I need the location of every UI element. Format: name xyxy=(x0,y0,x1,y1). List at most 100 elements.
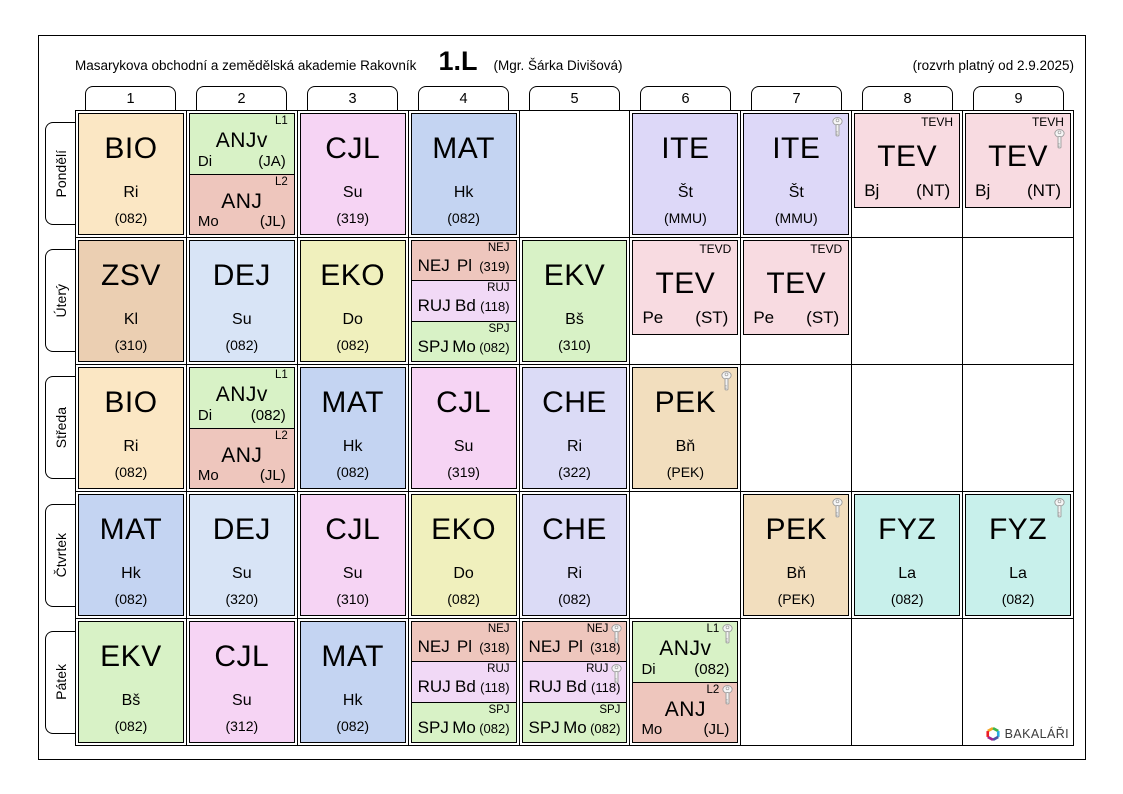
key-icon xyxy=(720,371,733,397)
lesson-teacher: Su xyxy=(342,565,363,582)
title-bar: Masarykova obchodní a zemědělská akademi… xyxy=(75,46,1074,77)
lesson-subject: NEJ xyxy=(528,637,561,656)
lesson-room: (082) xyxy=(114,464,148,480)
key-icon xyxy=(610,624,623,650)
lesson-room: (310) xyxy=(336,591,370,607)
lesson-room: (JL) xyxy=(259,213,286,230)
lesson-room: (JL) xyxy=(703,721,730,738)
lesson-teacher: Št xyxy=(788,184,804,201)
lesson-teacher-room-row: Pe (ST) xyxy=(633,308,737,334)
lesson-part-nej: NEJ NEJ Pl (318) xyxy=(521,621,628,663)
lesson-room: (118) xyxy=(480,680,510,696)
period-tab-3: 3 xyxy=(307,86,398,111)
day-tab-wrap: Úterý xyxy=(45,237,76,364)
lesson-room: (118) xyxy=(591,680,621,696)
lesson-teacher: Di xyxy=(197,152,213,170)
lesson-subject: RUJ xyxy=(528,677,562,697)
lesson-teacher: Pe xyxy=(642,308,664,328)
lesson-group-label: RUJ xyxy=(487,663,510,676)
period-tab-4: 4 xyxy=(418,86,509,111)
lesson-eko: EKO Do (082) xyxy=(410,494,517,616)
lesson-che: CHE Ri (082) xyxy=(521,494,628,616)
day-tab-streda: Středa xyxy=(45,376,76,480)
cell-ctvrtek-6 xyxy=(630,492,741,618)
lesson-room: (PEK) xyxy=(777,591,815,607)
lesson-subject: DEJ xyxy=(212,259,271,292)
lesson-part-nej: NEJ NEJ Pl (318) xyxy=(410,621,517,663)
cell-streda-6: PEK Bň (PEK) xyxy=(630,365,741,491)
cell-ctvrtek-1: MAT Hk (082) xyxy=(76,492,186,618)
cell-utery-8 xyxy=(852,238,963,364)
lesson-subject: EKV xyxy=(543,259,606,292)
lesson-room: (ST) xyxy=(695,308,729,328)
cell-patek-2: CJL Su (312) xyxy=(186,619,297,745)
lesson-room: (082) xyxy=(1001,591,1035,607)
lesson-info-row: NEJ Pl (318) xyxy=(412,637,516,661)
lesson-subject: MAT xyxy=(432,132,495,165)
lesson-subject: FYZ xyxy=(988,513,1048,546)
cell-patek-7 xyxy=(741,619,852,745)
day-tab-label: Úterý xyxy=(53,284,69,318)
lesson-zsv: ZSV Kl (310) xyxy=(78,240,184,362)
lesson-subject: CJL xyxy=(436,386,492,419)
cell-pondeli-8: TEVH TEV Bj (NT) xyxy=(852,111,963,237)
cell-ctvrtek-5: CHE Ri (082) xyxy=(519,492,630,618)
cell-pondeli-1: BIO Ri (082) xyxy=(76,111,186,237)
lesson-room: (322) xyxy=(558,464,591,480)
lesson-teacher: Bd xyxy=(455,296,476,316)
cell-ctvrtek-3: CJL Su (310) xyxy=(297,492,408,618)
lesson-subject: DEJ xyxy=(212,513,271,546)
lesson-subject: EKO xyxy=(431,513,497,546)
lesson-teacher: Pe xyxy=(753,308,775,328)
period-tab-wrap: 7 xyxy=(741,86,852,111)
lesson-subject: ANJ xyxy=(221,443,263,467)
lesson-group-label: SPJ xyxy=(488,703,510,716)
lesson-info-row: RUJ Bd (118) xyxy=(412,677,516,701)
lesson-bio: BIO Ri (082) xyxy=(78,367,184,489)
cell-pondeli-7: ITE Št (MMU) xyxy=(741,111,852,237)
lesson-room: (320) xyxy=(225,591,259,607)
cell-patek-5: NEJ NEJ Pl (318) RUJ RUJ Bd (118) SPJ SPJ Mo (082) xyxy=(519,619,630,745)
lesson-cjl: CJL Su (319) xyxy=(410,367,517,489)
lesson-teacher: Su xyxy=(232,565,252,582)
bakalari-hexagon-icon xyxy=(986,726,1000,741)
lesson-room: (082) xyxy=(114,591,148,607)
lesson-subject: BIO xyxy=(104,386,158,419)
lesson-group-label: NEJ xyxy=(487,623,510,635)
cell-streda-8 xyxy=(852,365,963,491)
lesson-info-row: SPJ Mo (082) xyxy=(412,718,516,742)
lesson-room: (082) xyxy=(890,591,924,607)
lesson-group-label: SPJ xyxy=(488,322,510,335)
lesson-group-label: TEVH xyxy=(1031,115,1064,129)
lesson-teacher: Bš xyxy=(121,692,141,709)
lesson-subject: MAT xyxy=(321,640,385,673)
lesson-room: (082) xyxy=(336,464,370,480)
day-tab-label: Pátek xyxy=(53,664,69,701)
lesson-room: (082) xyxy=(590,720,621,736)
lesson-ite: ITE Št (MMU) xyxy=(632,113,739,235)
lesson-teacher: Pl xyxy=(567,637,583,656)
lesson-teacher: Su xyxy=(232,692,252,709)
lesson-teacher: La xyxy=(1009,565,1027,582)
lesson-group-label: SPJ xyxy=(599,703,621,716)
lesson-part-anjv: L1 ANJv Di (082) xyxy=(632,621,739,683)
lesson-subject: EKO xyxy=(320,259,386,292)
lesson-teacher: Hk xyxy=(342,692,363,709)
cell-ctvrtek-4: EKO Do (082) xyxy=(408,492,519,618)
cell-utery-4: NEJ NEJ Pl (319) RUJ RUJ Bd (118) SPJ SPJ Mo (082) xyxy=(408,238,519,364)
lesson-subject: CJL xyxy=(325,513,381,546)
lesson-subject: RUJ xyxy=(417,296,451,316)
day-tab-patek: Pátek xyxy=(45,630,76,734)
lesson-teacher: Ri xyxy=(566,565,583,582)
cell-streda-5: CHE Ri (322) xyxy=(519,365,630,491)
lesson-info-row: SPJ Mo (082) xyxy=(412,337,516,361)
cell-pondeli-6: ITE Št (MMU) xyxy=(630,111,741,237)
lesson-room: (318) xyxy=(479,640,510,655)
lesson-room: (082) xyxy=(250,406,286,424)
lesson-group-label: L2 xyxy=(274,429,288,442)
lesson-cjl: CJL Su (312) xyxy=(188,621,295,743)
lesson-subject: PEK xyxy=(654,386,717,419)
lesson-subject: ITE xyxy=(661,132,710,165)
lesson-teacher: Mo xyxy=(197,467,219,484)
key-icon xyxy=(721,624,734,650)
